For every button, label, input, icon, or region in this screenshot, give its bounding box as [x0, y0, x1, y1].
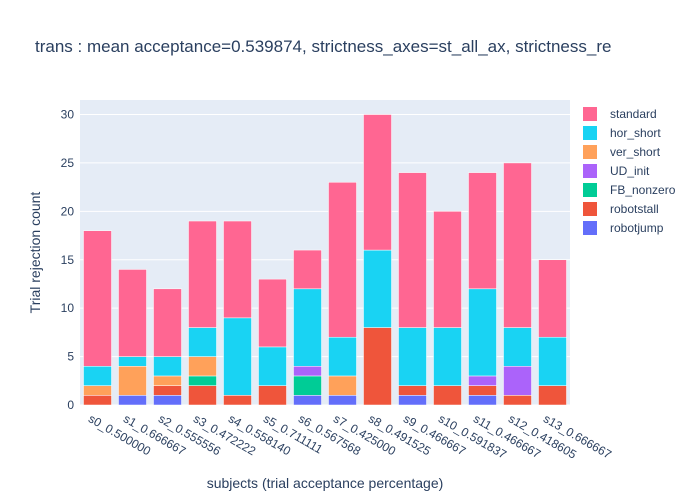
y-tick-label: 30 [61, 108, 75, 122]
y-tick-label: 10 [61, 301, 75, 315]
legend-label: robotstall [610, 202, 659, 216]
bar-segment-ver_short-s7_0.425000[interactable] [328, 375, 357, 396]
bar-segment-hor_short-s6_0.567568[interactable] [293, 288, 322, 367]
legend-label: UD_init [610, 164, 650, 178]
bar-segment-robotstall-s0_0.500000[interactable] [83, 395, 112, 406]
bar-segment-hor_short-s4_0.558140[interactable] [223, 317, 252, 396]
bar-segment-hor_short-s2_0.555556[interactable] [153, 356, 182, 377]
bar-segment-hor_short-s3_0.472222[interactable] [188, 327, 217, 357]
bar-segment-standard-s3_0.472222[interactable] [188, 220, 217, 328]
legend[interactable]: standard hor_short ver_short UD_init FB_nonz… [583, 107, 676, 235]
bar-segment-robotstall-s4_0.558140[interactable] [223, 395, 252, 406]
bar-segment-robotjump-s6_0.567568[interactable] [293, 395, 322, 406]
legend-label: FB_nonzero [610, 183, 676, 197]
bar-segment-standard-s12_0.418605[interactable] [503, 162, 532, 328]
legend-label: ver_short [610, 145, 661, 159]
bar-segment-ver_short-s3_0.472222[interactable] [188, 356, 217, 377]
legend-label: robotjump [610, 221, 664, 235]
legend-swatch [583, 221, 597, 235]
bar-segment-hor_short-s8_0.491525[interactable] [363, 249, 392, 328]
y-tick-labels: 0 5 10 15 20 25 30 [61, 108, 75, 412]
bar-segment-ver_short-s0_0.500000[interactable] [83, 385, 112, 396]
legend-swatch [583, 202, 597, 216]
bar-segment-robotstall-s3_0.472222[interactable] [188, 385, 217, 406]
bar-segment-hor_short-s5_0.711111[interactable] [258, 346, 287, 386]
bar-segment-FB_nonzero-s6_0.567568[interactable] [293, 375, 322, 396]
y-tick-label: 0 [67, 398, 74, 412]
bar-segment-hor_short-s1_0.666667[interactable] [118, 356, 147, 367]
bar-segment-FB_nonzero-s3_0.472222[interactable] [188, 375, 217, 386]
bar-segment-ver_short-s2_0.555556[interactable] [153, 375, 182, 386]
chart-title: trans : mean acceptance=0.539874, strict… [35, 37, 611, 56]
bar-segment-robotjump-s9_0.466667[interactable] [398, 395, 427, 406]
legend-swatch [583, 183, 597, 197]
bar-segment-robotstall-s8_0.491525[interactable] [363, 327, 392, 406]
bar-segment-hor_short-s12_0.418605[interactable] [503, 327, 532, 367]
bar-segment-standard-s0_0.500000[interactable] [83, 230, 112, 367]
legend-item-UD_init[interactable]: UD_init [583, 164, 650, 178]
bars [83, 114, 567, 406]
bar-segment-robotstall-s11_0.466667[interactable] [468, 385, 497, 396]
bar-segment-standard-s10_0.591837[interactable] [433, 211, 462, 328]
bar-segment-hor_short-s9_0.466667[interactable] [398, 327, 427, 386]
bar-segment-standard-s7_0.425000[interactable] [328, 182, 357, 338]
legend-swatch [583, 107, 597, 121]
bar-segment-standard-s2_0.555556[interactable] [153, 288, 182, 357]
bar-segment-robotjump-s2_0.555556[interactable] [153, 395, 182, 406]
legend-item-robotstall[interactable]: robotstall [583, 202, 659, 216]
bar-segment-robotstall-s13_0.666667[interactable] [538, 385, 567, 406]
bar-segment-standard-s6_0.567568[interactable] [293, 249, 322, 290]
legend-item-standard[interactable]: standard [583, 107, 657, 121]
y-tick-label: 15 [61, 253, 75, 267]
legend-label: hor_short [610, 126, 661, 140]
bar-segment-ver_short-s1_0.666667[interactable] [118, 366, 147, 396]
x-axis-title: subjects (trial acceptance percentage) [207, 475, 444, 491]
y-axis-title: Trial rejection count [27, 192, 43, 314]
y-tick-label: 20 [61, 204, 75, 218]
bar-segment-robotjump-s11_0.466667[interactable] [468, 395, 497, 406]
bar-segment-standard-s9_0.466667[interactable] [398, 172, 427, 328]
bar-segment-robotstall-s9_0.466667[interactable] [398, 385, 427, 396]
bar-segment-robotjump-s1_0.666667[interactable] [118, 395, 147, 406]
bar-segment-hor_short-s13_0.666667[interactable] [538, 336, 567, 386]
bar-segment-robotstall-s10_0.591837[interactable] [433, 385, 462, 406]
y-tick-label: 25 [61, 156, 75, 170]
bar-segment-hor_short-s0_0.500000[interactable] [83, 366, 112, 386]
x-tick-labels: s0_0.500000s1_0.666667s2_0.555556s3_0.47… [86, 411, 614, 461]
bar-segment-standard-s4_0.558140[interactable] [223, 220, 252, 319]
bar-segment-robotstall-s5_0.711111[interactable] [258, 385, 287, 406]
bar-segment-hor_short-s10_0.591837[interactable] [433, 327, 462, 386]
legend-label: standard [610, 107, 657, 121]
legend-item-ver_short[interactable]: ver_short [583, 145, 661, 159]
bar-segment-standard-s13_0.666667[interactable] [538, 259, 567, 338]
bar-segment-UD_init-s6_0.567568[interactable] [293, 366, 322, 377]
bar-segment-robotstall-s12_0.418605[interactable] [503, 395, 532, 406]
bar-segment-robotstall-s2_0.555556[interactable] [153, 385, 182, 396]
legend-item-hor_short[interactable]: hor_short [583, 126, 661, 140]
legend-swatch [583, 164, 597, 178]
y-tick-label: 5 [67, 350, 74, 364]
bar-segment-standard-s8_0.491525[interactable] [363, 114, 392, 251]
bar-segment-standard-s11_0.466667[interactable] [468, 172, 497, 290]
bar-segment-hor_short-s11_0.466667[interactable] [468, 288, 497, 377]
bar-segment-standard-s1_0.666667[interactable] [118, 269, 147, 357]
bar-segment-hor_short-s7_0.425000[interactable] [328, 336, 357, 377]
bar-segment-UD_init-s11_0.466667[interactable] [468, 375, 497, 386]
bar-segment-robotjump-s7_0.425000[interactable] [328, 395, 357, 406]
legend-item-robotjump[interactable]: robotjump [583, 221, 664, 235]
bar-segment-UD_init-s12_0.418605[interactable] [503, 366, 532, 396]
legend-swatch [583, 145, 597, 159]
legend-item-FB_nonzero[interactable]: FB_nonzero [583, 183, 676, 197]
bar-segment-standard-s5_0.711111[interactable] [258, 278, 287, 348]
legend-swatch [583, 126, 597, 140]
